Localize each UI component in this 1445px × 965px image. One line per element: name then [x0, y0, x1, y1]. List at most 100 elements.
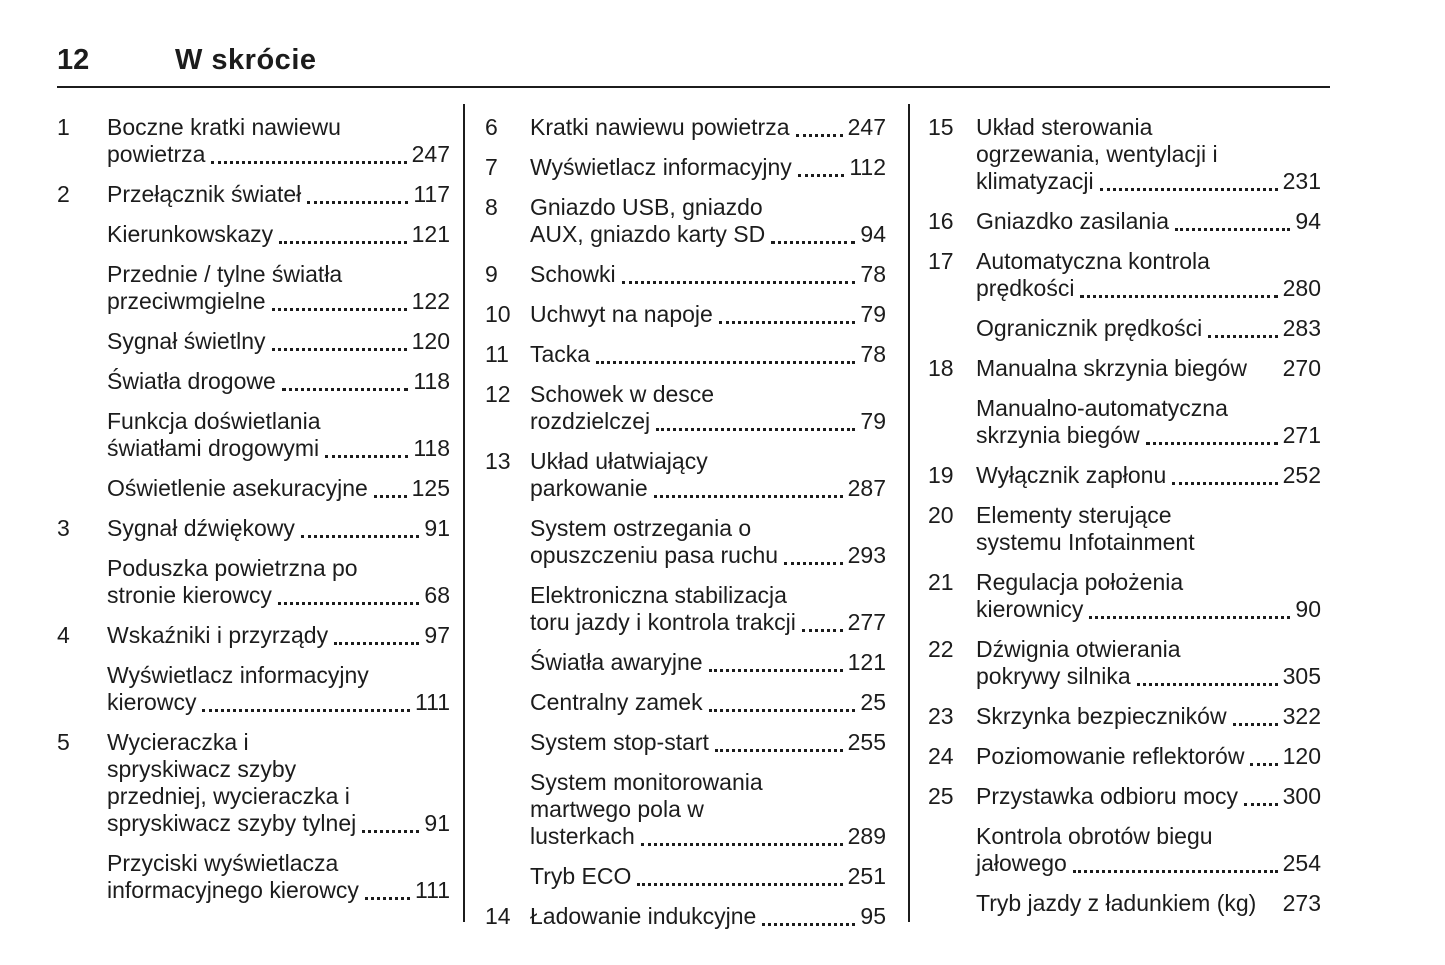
- entry-number: 12: [485, 381, 511, 407]
- toc-entry: System stop-start 255: [485, 729, 886, 756]
- entry-number: [485, 769, 530, 850]
- entry-label: Kierunkowskazy: [107, 221, 274, 247]
- entry-label: spryskiwacz szyby tylnej: [107, 810, 357, 836]
- toc-entry: Tryb ECO 251: [485, 863, 886, 890]
- entry-lastline: Światła drogowe 118: [107, 368, 450, 395]
- entry-label: kierownicy: [976, 596, 1084, 622]
- entry-page: 300: [1282, 783, 1321, 809]
- entry-number: [485, 729, 530, 756]
- entry-number: 11: [485, 341, 509, 367]
- dot-leader: [801, 629, 843, 632]
- dot-leader: [653, 495, 843, 498]
- toc-entry: 18 Manualna skrzynia biegów 270: [928, 355, 1321, 382]
- entry-line: Wyświetlacz informacyjny: [107, 662, 369, 688]
- entry-label: Przystawka odbioru mocy: [976, 783, 1239, 809]
- entry-lastline: kierownicy 90: [976, 596, 1321, 623]
- entry-lastline: powietrza 247: [107, 141, 450, 168]
- entry-body: Tryb jazdy z ładunkiem (kg) 273: [976, 890, 1321, 917]
- entry-label: Wskaźniki i przyrządy: [107, 622, 329, 648]
- dot-leader: [640, 843, 843, 846]
- dot-leader: [364, 897, 411, 900]
- entry-label: Sygnał dźwiękowy: [107, 515, 295, 541]
- entry-page: 95: [860, 903, 886, 929]
- entry-page: 280: [1282, 275, 1321, 301]
- entry-label: lusterkach: [530, 823, 635, 849]
- entry-number: [57, 368, 107, 395]
- dot-leader: [1175, 228, 1291, 231]
- entry-number: 13: [485, 448, 511, 474]
- toc-entry: Wyświetlacz informacyjny kierowcy 111: [57, 662, 450, 716]
- entry-body: Ładowanie indukcyjne 95: [530, 903, 886, 930]
- entry-body: Przystawka odbioru mocy 300: [976, 783, 1321, 810]
- entry-line: Regulacja położenia: [976, 569, 1184, 595]
- toc-entry: 3 Sygnał dźwiękowy 91: [57, 515, 450, 542]
- toc-entry: 2 Przełącznik świateł 117: [57, 181, 450, 208]
- entry-label: powietrza: [107, 141, 206, 167]
- dot-leader: [718, 321, 856, 324]
- entry-body: Poduszka powietrzna po stronie kierowcy …: [107, 555, 450, 609]
- entry-body: Światła drogowe 118: [107, 368, 450, 395]
- dot-leader: [1145, 442, 1278, 445]
- dot-leader: [1232, 723, 1278, 726]
- entry-line: martwego pola w: [530, 796, 704, 822]
- toc-entry: Poduszka powietrzna po stronie kierowcy …: [57, 555, 450, 609]
- entry-line: System ostrzegania o: [530, 515, 752, 541]
- entry-lastline: lusterkach 289: [530, 823, 886, 850]
- entry-number: [485, 515, 530, 569]
- dot-leader: [1080, 295, 1278, 298]
- dot-leader: [714, 749, 843, 752]
- entry-lastline: Ładowanie indukcyjne 95: [530, 903, 886, 930]
- entry-lastline: Kratki nawiewu powietrza 247: [530, 114, 886, 141]
- entry-body: Schowek w desce rozdzielczej 79: [530, 381, 886, 435]
- dot-leader: [279, 241, 407, 244]
- entry-lastline: Przełącznik świateł 117: [107, 181, 450, 208]
- entry-label: Manualna skrzynia biegów: [976, 355, 1248, 381]
- entry-number: 8: [485, 194, 498, 220]
- entry-page: 271: [1282, 422, 1321, 448]
- dot-leader: [277, 602, 420, 605]
- toc-entry: Światła drogowe 118: [57, 368, 450, 395]
- entry-number: 24: [928, 743, 954, 769]
- entry-label: klimatyzacji: [976, 168, 1094, 194]
- entry-lastline: światłami drogowymi 118: [107, 435, 450, 462]
- toc-entry: 12 Schowek w desce rozdzielczej 79: [485, 381, 886, 435]
- toc-entry: 23 Skrzynka bezpieczników 322: [928, 703, 1321, 730]
- entry-lastline: Światła awaryjne 121: [530, 649, 886, 676]
- toc-entry: 16 Gniazdko zasilania 94: [928, 208, 1321, 235]
- dot-leader: [656, 428, 856, 431]
- entry-lastline: Kierunkowskazy 121: [107, 221, 450, 248]
- entry-lastline: Skrzynka bezpieczników 322: [976, 703, 1321, 730]
- entry-body: Wskaźniki i przyrządy 97: [107, 622, 450, 649]
- entry-number: 7: [485, 154, 498, 180]
- toc-entry: Przednie / tylne światła przeciwmgielne …: [57, 261, 450, 315]
- entry-lastline: Sygnał dźwiękowy 91: [107, 515, 450, 542]
- entry-page: 68: [424, 582, 450, 608]
- entry-page: 120: [1282, 743, 1321, 769]
- dot-leader: [1089, 616, 1291, 619]
- entry-page: 231: [1282, 168, 1321, 194]
- entry-body: Wyświetlacz informacyjny 112: [530, 154, 886, 181]
- entry-number: [928, 890, 976, 917]
- entry-number: 19: [928, 462, 954, 488]
- entry-body: Wyświetlacz informacyjny kierowcy 111: [107, 662, 450, 716]
- entry-label: Centralny zamek: [530, 689, 703, 715]
- entry-label: Wyświetlacz informacyjny: [530, 154, 792, 180]
- toc-entry: Sygnał świetlny 120: [57, 328, 450, 355]
- entry-lastline: kierowcy 111: [107, 689, 450, 716]
- dot-leader: [307, 201, 409, 204]
- entry-number: 23: [928, 703, 954, 729]
- entry-number: [57, 221, 107, 248]
- entry-lastline: Centralny zamek 25: [530, 689, 886, 716]
- dot-leader: [621, 281, 856, 284]
- entry-label: skrzynia biegów: [976, 422, 1140, 448]
- entry-label: informacyjnego kierowcy: [107, 877, 359, 903]
- column-separator-2: [908, 104, 910, 922]
- entry-number: 10: [485, 301, 511, 327]
- entry-lastline: Gniazdko zasilania 94: [976, 208, 1321, 235]
- entry-number: 1: [57, 114, 70, 140]
- entry-body: Boczne kratki nawiewu powietrza 247: [107, 114, 450, 168]
- toc-entry: System monitorowania martwego pola w lust…: [485, 769, 886, 850]
- entry-line: Boczne kratki nawiewu: [107, 114, 341, 140]
- dot-leader: [637, 883, 843, 886]
- dot-leader: [797, 174, 845, 177]
